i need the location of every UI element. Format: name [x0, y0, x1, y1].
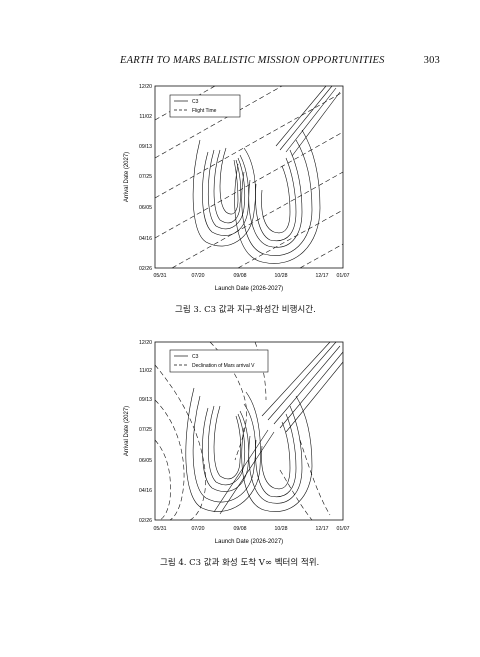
figure-4-band	[213, 341, 344, 515]
figure-3-x-axis-label: Launch Date (2026-2027)	[215, 286, 283, 292]
figure-3-y-tick: 11/02	[139, 114, 152, 120]
figure-3-x-tick: 05/31	[154, 273, 167, 279]
figure-3-y-tick: 09/13	[139, 144, 152, 150]
figure-4-x-tick: 01/07	[337, 526, 350, 532]
figure-3-x-tick: 01/07	[337, 273, 350, 279]
figure-4-y-tick: 09/13	[139, 397, 152, 403]
figure-4-x-axis-label: Launch Date (2026-2027)	[215, 539, 283, 545]
figure-3-caption: 그림 3. C3 값과 지구-화성간 비행시간.	[175, 305, 316, 315]
figure-4-x-tick: 10/28	[275, 526, 288, 532]
figure-3-y-tick: 12/20	[139, 84, 152, 90]
figure-4-x-tick: 09/08	[234, 526, 247, 532]
figure-4-y-tick-labels: 12/20 11/02 09/13 07/25 06/05 04/16 02/2…	[139, 340, 152, 524]
figure-4-y-tick: 04/16	[139, 488, 152, 494]
figure-3-band	[275, 85, 341, 157]
figure-3-plot-frame	[154, 85, 344, 269]
figure-4-caption: 그림 4. C3 값과 화성 도착 V∞ 벡터의 적위.	[160, 558, 320, 568]
figure-3-contours	[154, 85, 344, 269]
figure-4: C3 Declination of Mars arrival V 12/20 1…	[124, 340, 350, 545]
figure-4-y-tick: 07/25	[139, 427, 152, 433]
figure-4-x-tick: 07/20	[192, 526, 205, 532]
page-number: 303	[423, 55, 440, 66]
figure-3-y-tick-labels: 12/20 11/02 09/13 07/25 06/05 04/16 02/2…	[139, 84, 152, 272]
figure-4-plot-frame	[154, 341, 344, 521]
figure-3-x-tick-labels: 05/31 07/20 09/08 10/28 12/17 01/07	[154, 273, 350, 279]
figure-4-c3-right	[241, 395, 313, 512]
figure-4-legend-label-c3: C3	[192, 354, 199, 360]
figure-4-legend-label-declination: Declination of Mars arrival V	[192, 363, 255, 369]
figure-4-y-axis-label: Arrival Date (2027)	[124, 406, 130, 456]
figure-3-c3-right	[234, 129, 321, 264]
figure-3: C3 Flight Time 12/20 11/02 09/13 07/25 0…	[124, 84, 350, 292]
figure-3-x-tick: 12/17	[316, 273, 329, 279]
figure-4-y-tick: 02/26	[139, 518, 152, 524]
running-title: EARTH TO MARS BALLISTIC MISSION OPPORTUN…	[120, 55, 385, 66]
figure-3-c3-left	[192, 139, 256, 247]
figure-3-y-tick: 07/25	[139, 174, 152, 180]
figure-3-x-tick: 10/28	[275, 273, 288, 279]
figure-4-y-tick: 12/20	[139, 340, 152, 346]
figure-3-legend-label-flight: Flight Time	[192, 108, 217, 114]
figure-3-legend-label-c3: C3	[192, 99, 199, 105]
figure-3-flight-time-lines	[154, 85, 344, 269]
figure-3-y-tick: 02/26	[139, 266, 152, 272]
figure-4-x-tick: 05/31	[154, 526, 167, 532]
figure-4-contours	[154, 341, 344, 521]
figure-4-x-tick-labels: 05/31 07/20 09/08 10/28 12/17 01/07	[154, 526, 350, 532]
figure-3-legend	[169, 94, 241, 118]
figure-3-y-tick: 06/05	[139, 205, 152, 211]
figure-4-c3-left	[185, 387, 261, 512]
running-header: EARTH TO MARS BALLISTIC MISSION OPPORTUN…	[120, 55, 440, 73]
figure-4-y-tick: 11/02	[139, 368, 152, 374]
figure-4-x-tick: 12/17	[316, 526, 329, 532]
figure-3-x-tick: 07/20	[192, 273, 205, 279]
figure-3-y-axis-label: Arrival Date (2027)	[124, 152, 130, 202]
figure-3-y-tick: 04/16	[139, 236, 152, 242]
figure-4-y-tick: 06/05	[139, 458, 152, 464]
figure-3-x-tick: 09/08	[234, 273, 247, 279]
figure-4-legend	[169, 349, 269, 373]
